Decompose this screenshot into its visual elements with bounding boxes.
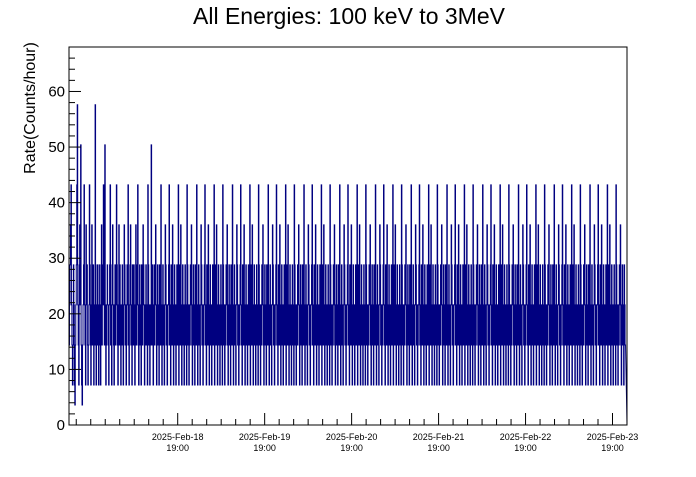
- axes-layer: 01020304050602025-Feb-1819:002025-Feb-19…: [48, 46, 639, 453]
- y-tick-label: 10: [48, 361, 65, 378]
- y-tick-label: 30: [48, 250, 65, 267]
- x-tick-label-date: 2025-Feb-21: [413, 432, 465, 442]
- x-tick-label-time: 19:00: [601, 443, 624, 453]
- y-tick-label: 60: [48, 83, 65, 100]
- x-tick-label-date: 2025-Feb-18: [152, 432, 204, 442]
- y-tick-label: 40: [48, 195, 65, 212]
- y-tick-label: 0: [57, 417, 65, 434]
- x-tick-label-date: 2025-Feb-23: [587, 432, 639, 442]
- x-tick-label-date: 2025-Feb-22: [500, 432, 552, 442]
- y-tick-label: 20: [48, 306, 65, 323]
- x-tick-label-date: 2025-Feb-20: [326, 432, 378, 442]
- series-line-0: [68, 104, 628, 426]
- y-axis-label: Rate(Counts/hour): [22, 42, 39, 174]
- x-tick-label-date: 2025-Feb-19: [239, 432, 291, 442]
- chart-title: All Energies: 100 keV to 3MeV: [193, 3, 506, 29]
- x-tick-label-time: 19:00: [427, 443, 450, 453]
- x-tick-label-time: 19:00: [166, 443, 189, 453]
- x-tick-label-time: 19:00: [514, 443, 537, 453]
- x-tick-label-time: 19:00: [253, 443, 276, 453]
- y-tick-label: 50: [48, 139, 65, 156]
- series-layer: [68, 104, 628, 426]
- x-tick-label-time: 19:00: [340, 443, 363, 453]
